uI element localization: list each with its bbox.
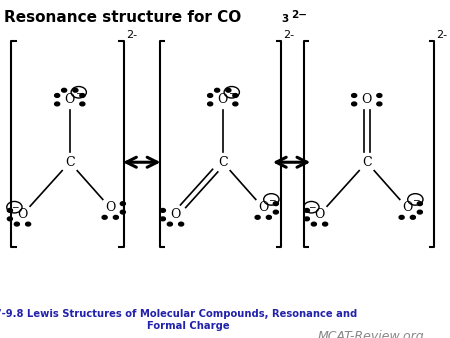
Text: O: O [314,208,325,221]
Circle shape [54,102,60,106]
Text: 2-: 2- [436,30,448,41]
Text: −: − [11,203,18,212]
Text: Resonance structure for CO: Resonance structure for CO [4,10,242,25]
Text: −: − [308,203,315,212]
Circle shape [410,215,415,219]
Circle shape [311,222,316,226]
Circle shape [323,222,328,226]
Text: MCAT-Review.org: MCAT-Review.org [318,330,424,338]
Circle shape [167,222,172,226]
Text: 2−: 2− [292,10,308,20]
Circle shape [255,215,260,219]
Text: O: O [402,201,413,214]
Circle shape [160,209,166,212]
Circle shape [399,215,404,219]
Text: O: O [17,208,28,221]
Circle shape [102,215,107,219]
Circle shape [417,210,423,214]
Circle shape [54,94,60,97]
Circle shape [304,217,310,221]
Circle shape [377,94,382,97]
Circle shape [14,222,19,226]
Circle shape [215,88,220,92]
Circle shape [179,222,184,226]
Circle shape [266,215,271,219]
Text: C: C [218,156,228,169]
Circle shape [7,217,13,221]
Text: O: O [64,93,75,106]
Circle shape [73,88,78,92]
Text: −: − [75,88,82,97]
Circle shape [120,202,126,206]
Text: O: O [217,93,228,106]
Text: O: O [361,93,372,106]
Text: O: O [170,208,181,221]
Circle shape [304,209,310,212]
Text: 9.7-9.8 Lewis Structures of Molecular Compounds, Resonance and
          Formal : 9.7-9.8 Lewis Structures of Molecular Co… [0,309,358,331]
Text: C: C [65,156,75,169]
Circle shape [207,94,213,97]
Circle shape [226,88,231,92]
Circle shape [233,94,238,97]
Circle shape [26,222,31,226]
Circle shape [160,217,166,221]
Circle shape [7,209,13,212]
Circle shape [80,94,85,97]
Circle shape [351,102,357,106]
Circle shape [80,102,85,106]
Circle shape [62,88,67,92]
Circle shape [417,202,423,206]
Circle shape [351,94,357,97]
Text: −: − [228,88,235,97]
Text: O: O [258,201,269,214]
Text: −: − [268,195,275,204]
Circle shape [377,102,382,106]
Text: −: − [412,195,419,204]
Text: 3: 3 [281,14,288,24]
Circle shape [113,215,118,219]
Text: O: O [105,201,116,214]
Text: C: C [362,156,372,169]
Circle shape [207,102,213,106]
Circle shape [273,202,279,206]
Circle shape [273,210,279,214]
Circle shape [120,210,126,214]
Text: 2-: 2- [284,30,295,41]
Circle shape [233,102,238,106]
Text: 2-: 2- [126,30,137,41]
